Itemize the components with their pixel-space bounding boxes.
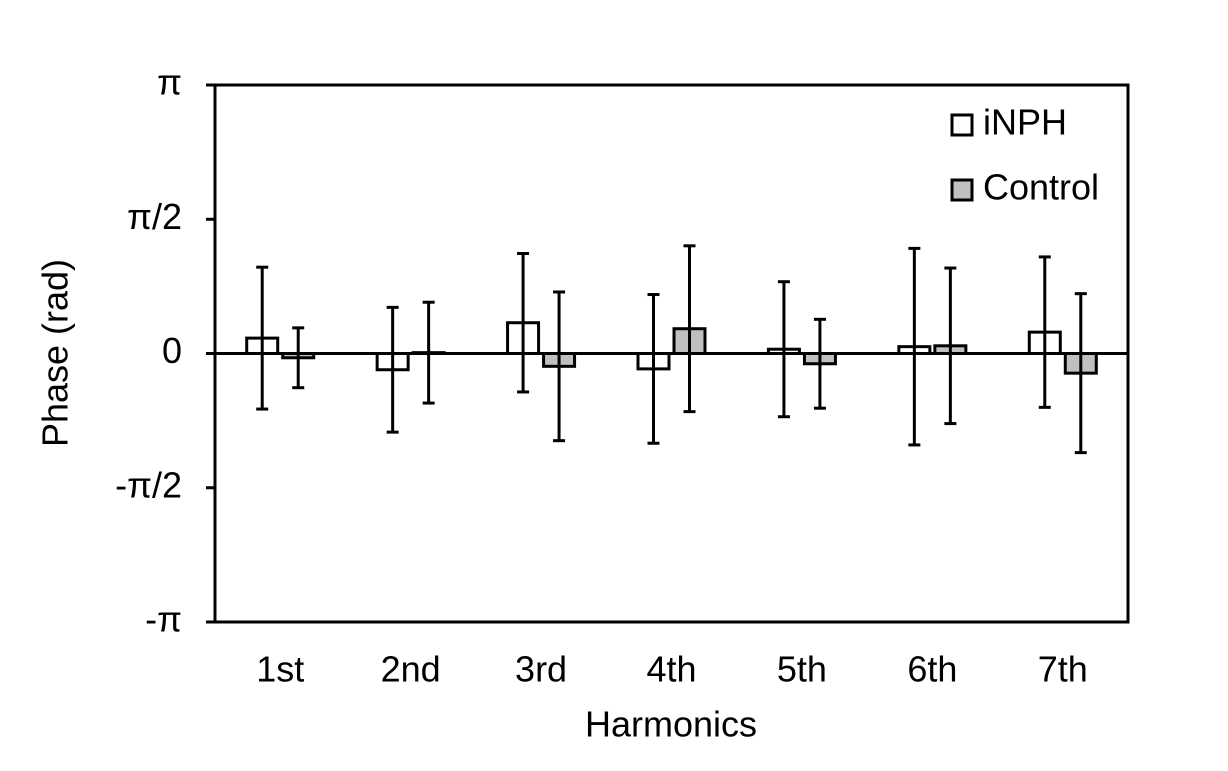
y-tick-label: π/2	[127, 196, 182, 237]
error-bar	[647, 293, 660, 445]
y-tick-label: -π	[145, 599, 182, 640]
x-tick-label: 4th	[646, 649, 696, 690]
error-bar	[517, 252, 530, 394]
x-tick-label: 5th	[777, 649, 827, 690]
error-bar	[386, 305, 399, 434]
error-bar	[1038, 255, 1051, 409]
plot-frame	[213, 83, 1130, 624]
x-tick-label: 6th	[907, 649, 957, 690]
error-bar	[683, 244, 696, 414]
y-tick-label: π	[157, 62, 182, 103]
error-bar	[777, 280, 790, 419]
x-tick-label: 1st	[256, 649, 304, 690]
x-tick-label: 7th	[1038, 649, 1088, 690]
error-bar	[908, 246, 921, 447]
error-bar	[944, 266, 957, 426]
legend-label: iNPH	[983, 102, 1067, 143]
y-tick-label: 0	[162, 330, 182, 371]
y-tick-label: -π/2	[115, 464, 182, 505]
x-tick-label: 3rd	[515, 649, 567, 690]
y-axis-title: Phase (rad)	[35, 259, 76, 447]
x-tick-label: 2nd	[381, 649, 441, 690]
error-bar	[1074, 292, 1087, 455]
x-axis-title: Harmonics	[585, 704, 757, 745]
error-bar	[813, 317, 826, 410]
error-bar	[256, 265, 269, 411]
error-bar	[292, 326, 305, 390]
legend-swatch	[950, 178, 974, 202]
legend-label: Control	[983, 167, 1099, 208]
legend-swatch	[950, 113, 974, 137]
error-bar	[553, 290, 566, 443]
